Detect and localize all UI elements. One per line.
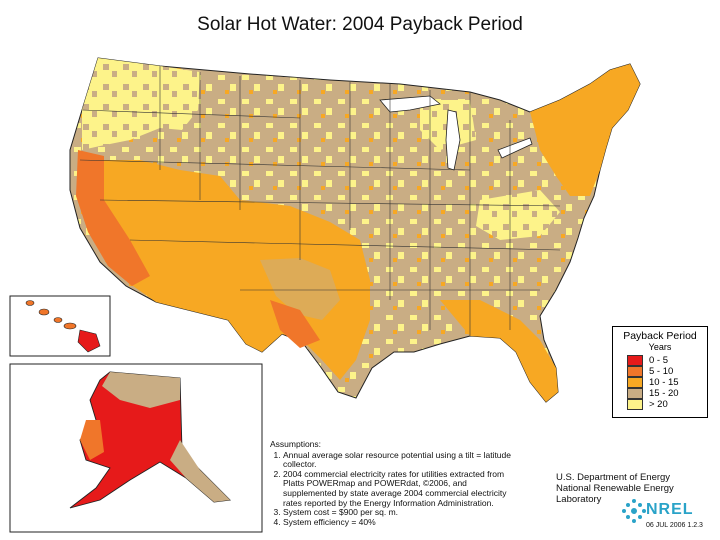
- legend-item: > 20: [627, 399, 707, 410]
- legend-label: > 20: [649, 399, 668, 410]
- nrel-logo-text: NREL: [646, 501, 694, 518]
- texas-mottle-region: [260, 258, 340, 320]
- legend-label: 5 - 10: [649, 366, 674, 377]
- legend-label: 10 - 15: [649, 377, 679, 388]
- state-borders: [79, 66, 561, 336]
- legend-swatch: [627, 399, 643, 410]
- date-code: 06 JUL 2006 1.2.3: [646, 522, 703, 529]
- assumptions-list: Annual average solar resource potential …: [270, 450, 520, 528]
- south-texas-region: [270, 300, 320, 348]
- lake-superior: [379, 95, 441, 113]
- lake-michigan: [445, 109, 461, 171]
- assumption-item: Annual average solar resource potential …: [283, 450, 520, 470]
- alaska-southeast-region: [170, 440, 230, 502]
- northwest-yellow-region: [82, 58, 200, 150]
- legend-swatch: [627, 355, 643, 366]
- legend-item: 15 - 20: [627, 388, 707, 399]
- legend-label: 0 - 5: [649, 355, 669, 366]
- hawaii-islands: [25, 300, 101, 353]
- credit-block: U.S. Department of Energy National Renew…: [556, 472, 720, 505]
- southeast-orange-region: [440, 300, 558, 402]
- legend-item: 0 - 5: [627, 355, 707, 366]
- legend-item: 10 - 15: [627, 377, 707, 388]
- legend-subtitle: Years: [648, 342, 672, 352]
- northeast-orange-region: [530, 64, 640, 196]
- appalachian-yellow-region: [476, 190, 560, 240]
- map-title: Solar Hot Water: 2004 Payback Period: [197, 14, 523, 35]
- map-legend: Payback Period Years 0 - 5 5 - 10 10 - 1…: [612, 326, 708, 418]
- legend-swatch: [627, 377, 643, 388]
- nrel-logo-icon: [622, 499, 646, 523]
- alaska-north-region: [102, 372, 180, 408]
- assumption-item: 2004 commercial electricity rates for ut…: [283, 469, 520, 508]
- legend-swatch: [627, 388, 643, 399]
- assumptions-block: Assumptions: Annual average solar resour…: [270, 439, 520, 528]
- legend-label: 15 - 20: [649, 388, 679, 399]
- alaska-west-region: [80, 420, 104, 460]
- assumption-item: System cost = $900 per sq. m.: [283, 508, 520, 518]
- lake-erie: [497, 137, 533, 159]
- credit-nrel: National Renewable Energy Laboratory: [556, 483, 674, 505]
- legend-item: 5 - 10: [627, 366, 707, 377]
- credit-doe: U.S. Department of Energy: [556, 472, 671, 483]
- assumptions-heading: Assumptions:: [270, 439, 322, 449]
- legend-swatch: [627, 366, 643, 377]
- california-region: [76, 150, 150, 286]
- assumption-item: System efficiency = 40%: [283, 517, 520, 528]
- northern-plains-region: [200, 72, 300, 112]
- legend-title: Payback Period: [623, 330, 697, 342]
